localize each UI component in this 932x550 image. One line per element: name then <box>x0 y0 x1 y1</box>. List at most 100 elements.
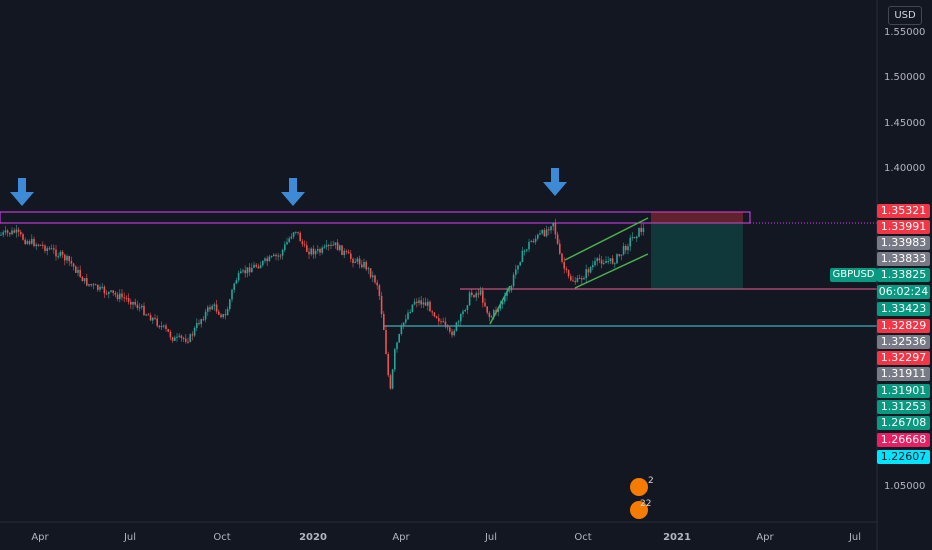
candle-body <box>198 323 200 325</box>
candle-body <box>380 295 383 315</box>
candle-body <box>281 250 284 256</box>
candle-body <box>420 300 422 305</box>
candle-body <box>213 304 216 307</box>
candle-body <box>53 248 55 250</box>
event-badge-uk[interactable] <box>630 478 648 496</box>
candle-body <box>220 314 222 318</box>
candle-body <box>332 244 334 246</box>
candle-body <box>383 314 385 330</box>
candle-body <box>543 230 546 237</box>
x-tick-label: Oct <box>574 532 591 543</box>
candle-body <box>97 284 99 290</box>
candle-body <box>42 244 44 246</box>
candle-body <box>297 231 299 233</box>
candle-body <box>347 251 350 254</box>
candle-body <box>466 305 469 310</box>
candle-body <box>119 293 121 300</box>
candle-body <box>64 254 66 261</box>
candle-body <box>202 319 205 321</box>
candle-body <box>66 256 68 261</box>
candle-body <box>442 321 444 323</box>
down-arrow-icon <box>281 178 305 206</box>
candle-body <box>519 262 521 266</box>
candle-body <box>554 222 557 235</box>
candle-body <box>336 242 339 251</box>
candles <box>0 218 645 390</box>
currency-label[interactable]: USD <box>888 6 922 25</box>
candle-body <box>75 266 77 273</box>
candle-body <box>394 349 396 370</box>
candle-body <box>88 284 90 286</box>
candle-body <box>457 321 460 323</box>
candle-body <box>72 263 75 267</box>
candle-body <box>358 258 361 265</box>
candle-body <box>387 353 389 376</box>
candle-body <box>79 269 81 277</box>
candle-body <box>345 250 348 252</box>
candle-body <box>13 230 15 233</box>
candle-body <box>490 316 493 318</box>
candle-body <box>255 264 257 267</box>
candle-body <box>286 242 288 245</box>
candle-body <box>596 258 598 262</box>
x-tick-label: Apr <box>756 532 774 543</box>
candle-body <box>455 322 458 331</box>
candle-body <box>389 375 392 389</box>
candle-body <box>400 326 403 334</box>
candle-body <box>477 293 480 295</box>
candle-body <box>141 305 143 308</box>
candle-body <box>479 290 482 295</box>
candle-body <box>171 337 174 341</box>
candle-body <box>127 298 130 302</box>
x-tick-label: Apr <box>31 532 49 543</box>
candle-body <box>237 273 240 281</box>
candle-body <box>86 278 88 286</box>
candle-body <box>31 238 33 244</box>
candle-body <box>187 341 189 343</box>
event-badge-us[interactable] <box>630 501 648 519</box>
candle-body <box>431 311 433 313</box>
candle-body <box>537 234 539 239</box>
price-tag: 1.33825 <box>877 268 930 282</box>
price-tag: 1.32536 <box>877 335 930 349</box>
candle-body <box>154 317 156 319</box>
candle-body <box>209 307 211 310</box>
candle-body <box>270 256 273 258</box>
candle-body <box>295 231 297 233</box>
candle-body <box>363 261 365 268</box>
price-tag: 1.33991 <box>877 220 930 234</box>
candle-body <box>264 258 266 261</box>
candle-body <box>226 309 229 316</box>
candle-body <box>572 280 574 282</box>
candle-body <box>475 293 477 298</box>
candle-body <box>352 258 354 263</box>
price-tag: 1.33423 <box>877 302 930 316</box>
candle-body <box>284 244 286 251</box>
candle-body <box>354 261 356 263</box>
candle-body <box>341 245 343 256</box>
candle-body <box>55 249 57 257</box>
candle-body <box>559 243 561 254</box>
y-tick-label: 1.50000 <box>884 72 925 83</box>
candle-body <box>224 314 227 316</box>
candle-body <box>523 250 526 252</box>
candle-body <box>44 245 46 251</box>
candle-body <box>508 290 510 292</box>
candle-body <box>532 241 535 243</box>
x-tick-label: 2020 <box>299 532 327 543</box>
candle-body <box>174 337 176 341</box>
candle-body <box>178 335 180 337</box>
x-tick-label: Jul <box>484 532 497 543</box>
candle-body <box>339 245 341 251</box>
candle-body <box>112 290 114 293</box>
price-tag: 1.32829 <box>877 319 930 333</box>
candle-body <box>26 241 29 244</box>
candle-body <box>451 331 453 336</box>
candle-body <box>504 296 506 302</box>
candle-body <box>303 244 306 246</box>
down-arrow-icon <box>10 178 34 206</box>
candle-body <box>424 302 427 306</box>
candle-body <box>402 322 405 327</box>
candle-body <box>103 286 106 294</box>
price-tag: 1.33833 <box>877 252 930 266</box>
